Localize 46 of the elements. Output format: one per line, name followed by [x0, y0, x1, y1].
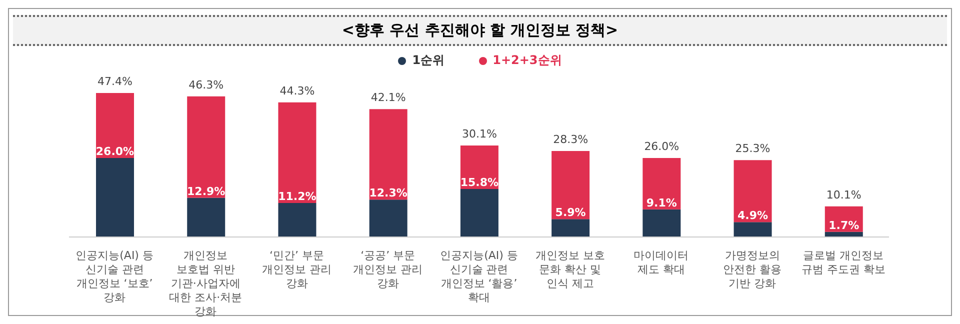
total-label: 10.1% [826, 188, 862, 202]
total-label: 26.0% [644, 140, 680, 154]
bar [187, 96, 226, 198]
total-label: 42.1% [370, 91, 406, 104]
bar [552, 219, 590, 237]
x-tick-label: 마이데이터 제도 확대 [634, 249, 689, 276]
bar [734, 222, 772, 237]
x-tick-label: 가명정보의 안전한 활용 기반 강화 [723, 249, 782, 290]
legend-label: 1순위 [411, 52, 445, 69]
data-label: 5.9% [555, 206, 586, 220]
data-label: 9.1% [646, 196, 677, 210]
total-label: 28.3% [553, 133, 588, 146]
data-label: 12.3% [369, 186, 408, 200]
total-label: 30.1% [462, 128, 497, 141]
data-label: 26.0% [96, 145, 134, 158]
bar [460, 189, 498, 237]
bar [96, 158, 134, 237]
bar [187, 198, 226, 237]
x-tick-label: 글로벌 개인정보 규범 주도권 확보 [801, 249, 886, 276]
x-tick-label: 인공지능(AI) 등 신기술 관련 개인정보 ‘보호’ 강화 [76, 249, 154, 304]
x-tick-label: ‘민간’ 부문 개인정보 관리 강화 [262, 249, 332, 290]
data-label: 1.7% [828, 218, 860, 232]
data-label: 12.9% [187, 184, 226, 198]
bar [278, 202, 316, 237]
x-tick-label: ‘공공’ 부문 개인정보 관리 강화 [353, 249, 423, 290]
x-tick-label: 개인정보 보호 문화 확산 및 인식 제고 [535, 249, 605, 290]
chart-title: <향후 우선 추진해야 할 개인정보 정책> [13, 15, 947, 46]
data-label: 15.8% [460, 176, 499, 189]
bar [642, 209, 681, 237]
total-label: 46.3% [188, 78, 224, 92]
legend-label: 1+2+3순위 [492, 52, 562, 69]
bar [460, 146, 498, 189]
total-label: 25.3% [735, 142, 770, 156]
bar [552, 151, 590, 220]
x-tick-label: 인공지능(AI) 등 신기술 관련 개인정보 ‘활용’ 확대 [440, 249, 518, 304]
bar [369, 200, 408, 237]
bar [642, 158, 681, 210]
total-label: 44.3% [280, 84, 315, 98]
bar [369, 109, 408, 200]
data-label: 4.9% [738, 209, 768, 222]
x-tick-label: 개인정보 보호법 위반 기관·사업자에 대한 조사·처분 강화 [169, 249, 242, 318]
data-label: 11.2% [278, 190, 316, 203]
total-label: 47.4% [98, 75, 132, 88]
bar [278, 102, 316, 203]
bar [734, 160, 772, 222]
bar [96, 93, 134, 158]
